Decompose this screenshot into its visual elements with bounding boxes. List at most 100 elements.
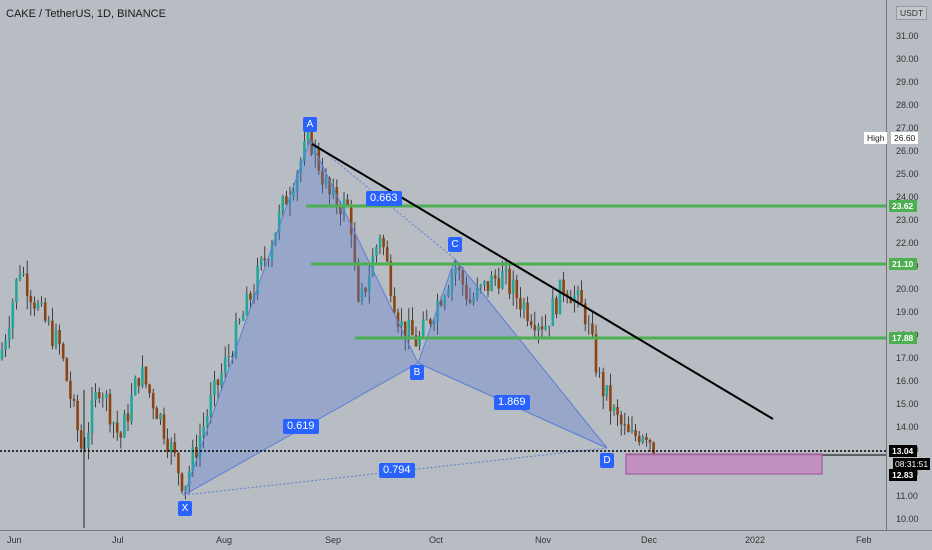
target-zone[interactable]	[625, 453, 823, 475]
candle-body	[511, 279, 515, 294]
price-tick-label: 10.00	[896, 514, 919, 524]
candle-body	[263, 258, 267, 261]
candle-body	[598, 371, 601, 373]
candle-body	[335, 187, 339, 207]
candle-body	[339, 206, 342, 215]
candle-body	[231, 356, 234, 358]
candle-body	[220, 372, 223, 386]
candle-body	[407, 319, 411, 340]
level-badge-21-10: 21.10	[889, 258, 917, 270]
candle-body	[4, 340, 7, 351]
candle-body	[241, 315, 245, 321]
current-price-badge: 13.04	[889, 445, 917, 457]
candle-body	[547, 325, 551, 327]
pattern-bd-line	[417, 362, 608, 449]
candle-body	[285, 196, 288, 205]
candle-body	[177, 453, 180, 474]
candle-body	[162, 414, 166, 439]
candle-body	[425, 319, 429, 321]
candle-body	[652, 442, 655, 455]
candle-body	[540, 326, 544, 330]
level-badge-23-62: 23.62	[889, 200, 917, 212]
price-tick-label: 22.00	[896, 238, 919, 248]
candle-body	[126, 413, 130, 422]
low-price-badge: 12.83	[889, 469, 917, 481]
candle-body	[450, 273, 454, 290]
candle-body	[18, 274, 22, 280]
candle-body	[40, 302, 43, 304]
candle-body	[105, 393, 108, 398]
candle-body	[43, 302, 47, 321]
candle-body	[166, 438, 169, 452]
candle-body	[141, 366, 144, 387]
candle-body	[108, 393, 112, 425]
candle-body	[414, 335, 418, 347]
candle-body	[76, 400, 79, 431]
candle-body	[619, 414, 623, 425]
time-tick-label: Sep	[325, 535, 342, 545]
candle-body	[184, 485, 187, 492]
time-axis[interactable]: Jun Jul Aug Sep Oct Nov Dec 2022 Feb	[0, 530, 932, 550]
point-label-d: D	[600, 453, 614, 468]
candle-body	[331, 187, 335, 195]
candle-body	[101, 397, 105, 399]
candle-body	[7, 328, 11, 341]
candle-body	[645, 436, 648, 440]
candle-body	[605, 385, 609, 397]
candle-body	[256, 266, 259, 295]
price-tick-label: 31.00	[896, 31, 919, 41]
candle-body	[429, 319, 432, 325]
candle-body	[396, 312, 400, 327]
time-tick-label: Jun	[7, 535, 22, 545]
candle-body	[537, 326, 540, 331]
point-label-c: C	[448, 237, 462, 252]
price-tick-label: 20.00	[896, 284, 919, 294]
candle-body	[245, 293, 249, 316]
price-chart[interactable]	[0, 0, 886, 530]
candle-body	[558, 279, 562, 315]
candle-body	[202, 425, 205, 436]
candle-body	[22, 273, 25, 275]
candle-body	[281, 196, 285, 211]
candle-body	[587, 323, 591, 325]
price-tick-label: 11.00	[896, 491, 918, 501]
candle-body	[526, 302, 529, 322]
candle-body	[393, 295, 396, 313]
price-tick-label: 27.00	[896, 123, 919, 133]
candle-body	[295, 173, 299, 191]
candle-body	[151, 392, 155, 409]
price-tick-label: 25.00	[896, 169, 919, 179]
point-label-b: B	[410, 365, 424, 380]
candle-body	[15, 279, 18, 303]
candle-body	[137, 377, 141, 387]
candle-body	[11, 302, 15, 329]
candle-body	[609, 385, 612, 412]
candle-body	[400, 321, 403, 327]
candle-body	[418, 335, 421, 347]
candle-body	[594, 334, 598, 373]
candle-body	[580, 290, 583, 304]
trendline[interactable]	[311, 143, 774, 420]
candle-body	[83, 447, 87, 449]
candle-body	[115, 422, 119, 433]
candle-body	[591, 323, 594, 335]
currency-selector[interactable]: USDT	[896, 6, 928, 20]
price-tick-label: 16.00	[896, 376, 919, 386]
candle-body	[123, 413, 126, 438]
candle-body	[630, 430, 634, 432]
candle-body	[573, 295, 576, 304]
candle-body	[508, 268, 511, 294]
candle-body	[112, 422, 115, 425]
candle-body	[634, 430, 637, 437]
candle-body	[54, 329, 58, 346]
candle-body	[382, 237, 385, 248]
candle-body	[198, 435, 202, 458]
candle-body	[187, 471, 191, 486]
candle-body	[195, 447, 198, 458]
price-tick-label: 19.00	[896, 307, 919, 317]
candle-body	[133, 377, 137, 396]
candle-body	[270, 245, 274, 260]
point-label-x: X	[178, 501, 192, 516]
time-tick-label: Nov	[535, 535, 552, 545]
candle-body	[321, 170, 324, 185]
